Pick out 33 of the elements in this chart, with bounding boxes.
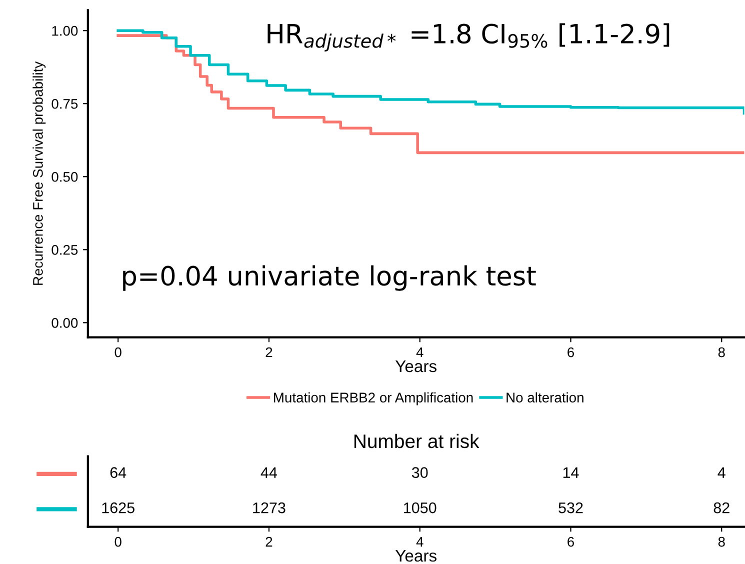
x-tick-label: 2 bbox=[266, 536, 272, 547]
legend-label: No alteration bbox=[506, 392, 584, 402]
annotation: HR$_{adjusted*}$ =1.8 CI$_{95%}$ [1.1-2.9] bbox=[268, 23, 670, 52]
y-axis-title: Recurrence Free Survival probability bbox=[32, 61, 46, 285]
x-tick-label: 6 bbox=[568, 536, 574, 547]
data-label: 1050 bbox=[404, 502, 436, 514]
x-tick-label: 6 bbox=[568, 347, 574, 358]
data-label: 4 bbox=[718, 467, 726, 478]
x-tick-label: 8 bbox=[718, 347, 725, 358]
y-tick-label: 0.25 bbox=[52, 244, 78, 255]
data-label: 532 bbox=[558, 502, 583, 514]
legend-label: Mutation ERBB2 or Amplification bbox=[274, 392, 473, 406]
y-tick-label: 0.50 bbox=[52, 172, 78, 182]
y-tick-label: 1.00 bbox=[52, 26, 78, 36]
x-axis-title: Years bbox=[395, 550, 436, 562]
x-tick-label: 2 bbox=[266, 347, 272, 358]
data-label: 44 bbox=[260, 467, 278, 478]
annotation: p=0.04 univariate log-rank test bbox=[123, 265, 536, 291]
chart-title: Number at risk bbox=[354, 434, 480, 448]
x-tick-label: 8 bbox=[718, 536, 725, 547]
data-label: 1273 bbox=[253, 502, 286, 514]
x-tick-label: 0 bbox=[114, 347, 122, 358]
data-label: 14 bbox=[563, 467, 579, 478]
y-tick-label: 0.75 bbox=[52, 98, 78, 109]
x-tick-label: 0 bbox=[114, 536, 122, 547]
y-tick-label: 0.00 bbox=[52, 318, 78, 328]
data-label: 30 bbox=[412, 467, 428, 478]
data-label: 82 bbox=[714, 502, 730, 514]
data-label: 64 bbox=[110, 467, 126, 478]
x-tick-label: 4 bbox=[416, 537, 424, 547]
x-axis-title: Years bbox=[395, 360, 436, 372]
x-tick-label: 4 bbox=[416, 348, 424, 358]
data-label: 1625 bbox=[102, 502, 134, 514]
